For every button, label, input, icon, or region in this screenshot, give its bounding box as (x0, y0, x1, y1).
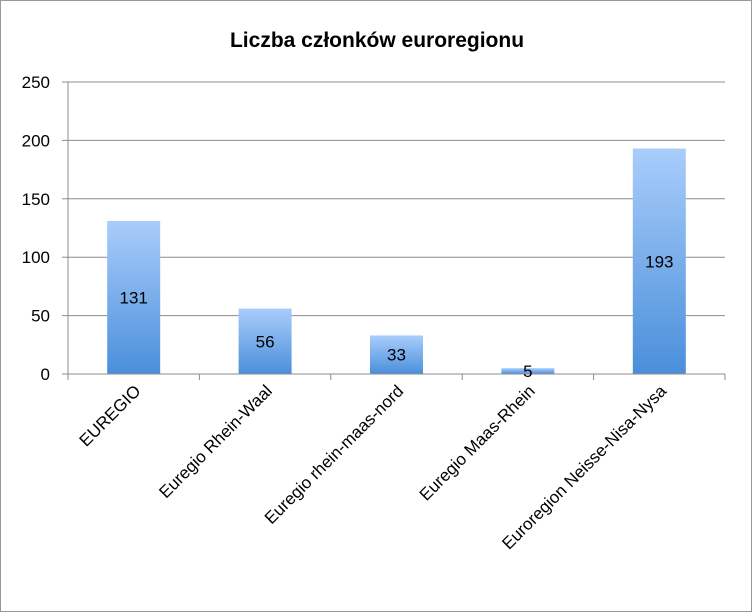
y-tick-label: 150 (22, 190, 50, 209)
bar[interactable] (632, 148, 686, 374)
chart-title: Liczba członków euroregionu (230, 29, 524, 52)
y-tick-label: 100 (22, 248, 50, 267)
data-label: 56 (256, 332, 275, 351)
bar[interactable] (238, 308, 292, 374)
bar[interactable] (501, 368, 555, 374)
y-tick-label: 200 (22, 131, 50, 150)
y-tick-label: 250 (22, 73, 50, 92)
data-label: 33 (387, 346, 406, 365)
data-label: 193 (645, 252, 673, 271)
bar[interactable] (107, 220, 161, 374)
x-tick-label: EUREGIO (76, 381, 145, 450)
x-tick-label: Euregio Maas-Rhein (416, 381, 539, 504)
y-tick-label: 0 (41, 365, 50, 384)
x-tick-label: Euregio rhein-maas-nord (261, 381, 407, 527)
bar[interactable] (370, 335, 423, 374)
y-tick-label: 50 (31, 307, 50, 326)
data-label: 5 (523, 362, 532, 381)
x-tick-label: Euregio Rhein-Waal (155, 381, 276, 502)
data-label: 131 (120, 288, 148, 307)
